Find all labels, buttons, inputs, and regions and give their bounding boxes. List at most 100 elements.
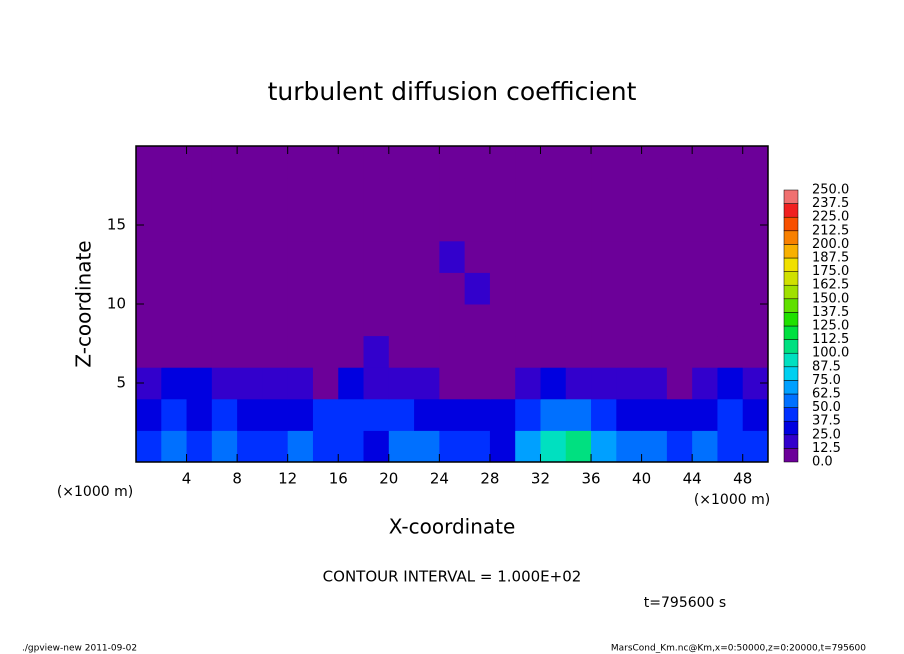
x-tick-label: 40 — [632, 470, 651, 488]
heat-cell — [641, 304, 668, 337]
heat-cell — [641, 272, 668, 305]
heat-cell — [237, 367, 263, 400]
heat-cell — [489, 367, 516, 400]
heat-cell — [211, 146, 238, 179]
heat-cell — [186, 209, 213, 242]
heat-cell — [540, 209, 567, 242]
heat-cell — [338, 335, 365, 368]
heat-cell — [489, 430, 516, 463]
heat-cell — [464, 209, 491, 242]
heat-cell — [616, 177, 643, 210]
colorbar-box — [783, 325, 799, 340]
heat-cell — [161, 177, 188, 210]
heat-cell — [439, 146, 466, 179]
heat-cell — [262, 304, 289, 337]
colorbar-label: 212.5 — [812, 223, 849, 238]
heat-cell — [742, 272, 769, 305]
heat-cell — [414, 272, 440, 305]
colorbar-box — [783, 448, 799, 463]
heat-cell — [666, 209, 693, 242]
heat-cell — [136, 304, 162, 337]
heat-cell — [641, 146, 668, 179]
heat-cell — [540, 240, 567, 273]
heat-cell — [388, 240, 415, 273]
heat-cell — [237, 398, 263, 431]
y-tick-label: 15 — [107, 216, 126, 234]
heat-cell — [439, 240, 466, 273]
heat-cell — [717, 272, 744, 305]
heat-cell — [565, 335, 592, 368]
colorbar-box — [783, 230, 799, 245]
heat-cell — [414, 146, 440, 179]
colorbar-box — [783, 420, 799, 436]
time-note: t=795600 s — [644, 595, 726, 611]
heat-cell — [464, 304, 491, 337]
colorbar-box — [783, 407, 799, 422]
x-tick-label: 28 — [480, 470, 499, 488]
heat-cell — [237, 146, 263, 179]
heat-cell — [388, 367, 415, 400]
heat-cell — [515, 304, 541, 337]
heat-cell — [540, 335, 567, 368]
heat-cell — [338, 398, 365, 431]
heat-cell — [136, 240, 162, 273]
colorbar-box — [783, 339, 799, 354]
heat-cell — [666, 430, 693, 463]
heat-cell — [489, 177, 516, 210]
heat-cell — [464, 177, 491, 210]
footer-right: MarsCond_Km.nc@Km,x=0:50000,z=0:20000,t=… — [611, 644, 866, 654]
heat-cell — [211, 398, 238, 431]
heat-cell — [439, 304, 466, 337]
colorbar-box — [783, 298, 799, 313]
heat-cell — [312, 177, 339, 210]
heat-cell — [692, 240, 718, 273]
heat-cell — [641, 335, 668, 368]
heat-cell — [363, 240, 390, 273]
heat-cell — [666, 272, 693, 305]
colorbar-label: 12.5 — [812, 441, 841, 456]
heat-cell — [338, 209, 365, 242]
colorbar-box — [783, 366, 799, 381]
heat-cell — [692, 367, 718, 400]
heat-cell — [237, 430, 263, 463]
colorbar-label: 37.5 — [812, 414, 841, 429]
heat-cell — [136, 335, 162, 368]
heat-cell — [489, 146, 516, 179]
heat-cell — [591, 430, 617, 463]
colorbar-box — [783, 203, 799, 218]
heat-cell — [591, 398, 617, 431]
colorbar-box — [783, 393, 799, 408]
heat-cell — [591, 209, 617, 242]
heat-cell — [489, 209, 516, 242]
heat-cell — [515, 146, 541, 179]
heat-cell — [287, 272, 314, 305]
heat-cell — [136, 430, 162, 463]
heat-cell — [742, 335, 769, 368]
colorbar-box — [783, 434, 799, 449]
heat-cell — [489, 240, 516, 273]
heat-cell — [186, 335, 213, 368]
heat-cell — [161, 209, 188, 242]
heat-cell — [287, 240, 314, 273]
heat-cell — [515, 398, 541, 431]
heat-cell — [742, 398, 769, 431]
colorbar-label: 187.5 — [812, 251, 849, 266]
heat-cell — [312, 209, 339, 242]
heat-cell — [464, 398, 491, 431]
heat-cell — [515, 430, 541, 463]
heat-cell — [161, 146, 188, 179]
heat-cell — [515, 367, 541, 400]
heat-cell — [616, 367, 643, 400]
heat-cell — [312, 430, 339, 463]
x-tick-label: 4 — [182, 470, 192, 488]
heat-cell — [262, 240, 289, 273]
colorbar-label: 137.5 — [812, 305, 849, 320]
heat-cell — [211, 209, 238, 242]
heat-cell — [591, 367, 617, 400]
heat-cell — [464, 335, 491, 368]
heat-cell — [439, 430, 466, 463]
colorbar-label: 225.0 — [812, 210, 849, 225]
heat-cell — [287, 367, 314, 400]
heat-cell — [338, 272, 365, 305]
